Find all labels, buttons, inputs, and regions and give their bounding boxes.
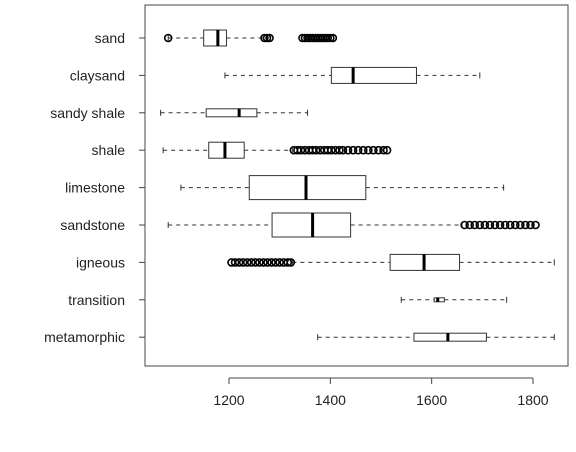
boxes-layer <box>160 29 555 342</box>
outlier-point <box>283 258 293 267</box>
outlier-point <box>485 220 495 230</box>
x-axis: 1200 1400 1600 1800 <box>213 377 549 408</box>
outlier-point <box>348 145 358 155</box>
box-sand <box>163 29 338 47</box>
box-metamorphic <box>317 332 555 342</box>
outlier-point <box>265 33 274 43</box>
box-limestone <box>180 175 505 201</box>
outlier-point <box>230 258 240 267</box>
box-iqr <box>330 66 417 84</box>
outlier-point <box>238 258 248 267</box>
outlier-point <box>353 145 363 155</box>
category-label: sand <box>95 30 125 46</box>
box-transition <box>400 296 508 303</box>
category-label: limestone <box>65 180 125 196</box>
category-label: metamorphic <box>44 329 125 345</box>
outlier-point <box>328 33 338 43</box>
outlier-point <box>465 220 474 230</box>
outlier-point <box>495 220 505 230</box>
outlier-point <box>505 220 515 230</box>
category-label: claysand <box>70 67 125 83</box>
outlier-point <box>271 258 280 267</box>
outlier-point <box>296 145 306 155</box>
category-label: sandstone <box>60 217 125 233</box>
box-igneous <box>227 253 555 271</box>
outlier-point <box>531 220 540 230</box>
plot-frame <box>144 4 569 367</box>
outlier-point <box>480 220 490 230</box>
outlier-point <box>286 258 296 267</box>
outlier-point <box>263 258 272 267</box>
outlier-point <box>251 258 260 267</box>
outlier-point <box>490 220 500 230</box>
outlier-point <box>255 258 264 267</box>
outlier-point <box>374 145 383 155</box>
outlier-point <box>510 220 520 230</box>
category-label: transition <box>68 292 125 308</box>
outlier-point <box>338 145 348 155</box>
box-iqr <box>205 108 258 118</box>
box-sandstone <box>167 212 540 238</box>
outlier-point <box>327 145 336 155</box>
x-tick-label: 1200 <box>213 392 244 408</box>
box-iqr <box>433 297 445 303</box>
outlier-point <box>275 258 284 267</box>
outlier-point <box>526 220 535 230</box>
outlier-point <box>521 220 530 230</box>
category-label: sandy shale <box>50 105 125 121</box>
outlier-point <box>343 145 353 155</box>
outlier-point <box>234 258 244 267</box>
outlier-point <box>516 220 525 230</box>
outlier-point <box>369 145 378 155</box>
outlier-point <box>379 145 388 155</box>
x-tick-label: 1800 <box>517 392 548 408</box>
outlier-point <box>364 145 373 155</box>
outlier-point <box>267 258 276 267</box>
outlier-point <box>500 220 510 230</box>
outlier-point <box>335 145 344 155</box>
outlier-point <box>262 33 272 43</box>
box-iqr <box>208 141 245 159</box>
outlier-point <box>470 220 480 230</box>
x-tick-label: 1400 <box>315 392 346 408</box>
x-tick-label: 1600 <box>416 392 447 408</box>
outlier-point <box>460 220 469 230</box>
box-iqr <box>248 175 367 201</box>
box-iqr <box>413 332 487 342</box>
outlier-point <box>242 258 252 267</box>
category-label: shale <box>92 142 126 158</box>
outlier-point <box>382 145 392 155</box>
y-axis: sand claysand sandy shale shale limestone san… <box>44 30 145 345</box>
outlier-point <box>311 145 321 155</box>
outlier-point <box>326 33 335 43</box>
outlier-point <box>323 33 333 43</box>
box-claysand <box>224 66 481 84</box>
outlier-point <box>259 258 268 267</box>
box-shale <box>162 141 392 159</box>
category-label: igneous <box>76 254 125 270</box>
outlier-point <box>163 33 173 43</box>
outlier-point <box>358 145 368 155</box>
box-iqr <box>203 29 227 47</box>
box-sandy-shale <box>160 108 309 118</box>
outlier-point <box>246 258 256 267</box>
outlier-point <box>475 220 485 230</box>
outlier-point <box>260 33 269 43</box>
